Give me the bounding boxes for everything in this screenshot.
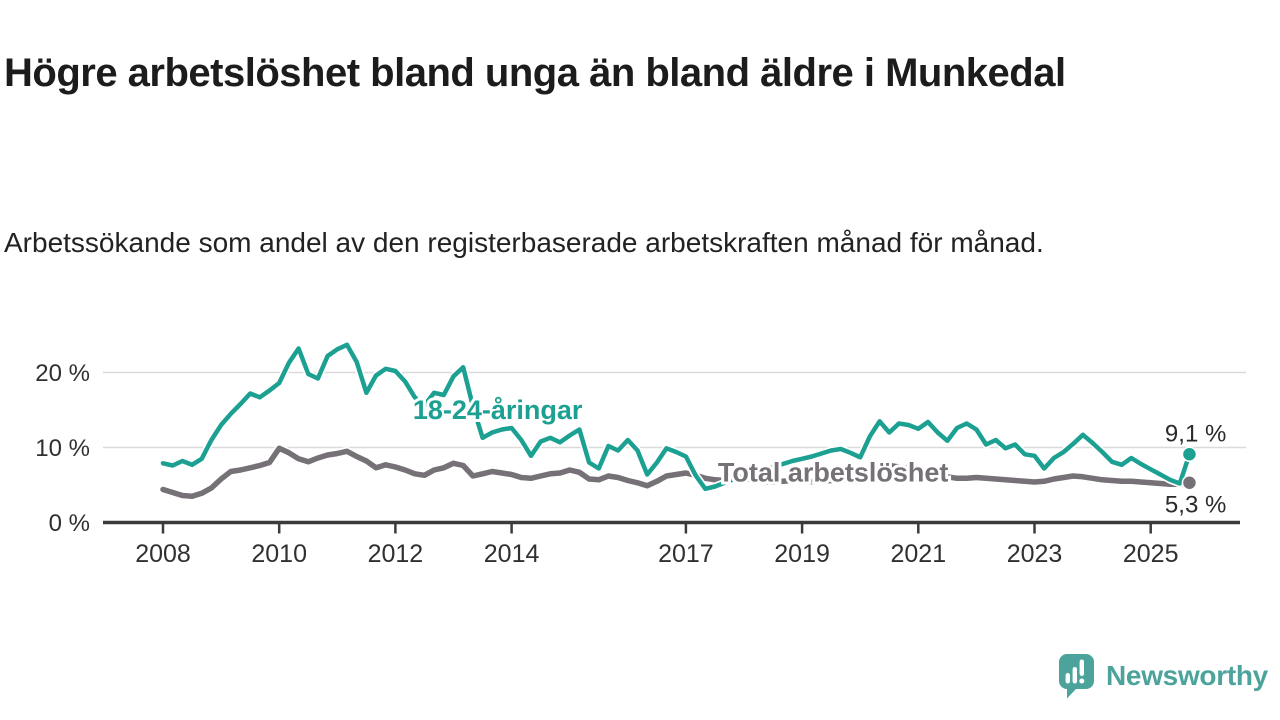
newsworthy-logo-icon [1059, 654, 1094, 699]
page-title: Högre arbetslöshet bland unga än bland ä… [4, 50, 1066, 95]
y-tick-label-10: 10 % [35, 435, 90, 462]
x-tick-label-2008: 2008 [135, 540, 191, 568]
x-tick-label-2025: 2025 [1123, 540, 1179, 568]
x-tick-label-2021: 2021 [890, 540, 946, 568]
unga-18-24-line [160, 342, 1192, 492]
total-arbetsloshet-line [160, 445, 1193, 500]
x-tick-label-2017: 2017 [658, 540, 714, 568]
y-tick-label-20: 20 % [35, 360, 90, 387]
x-tick-label-2010: 2010 [251, 540, 307, 568]
newsworthy-logo-text: Newsworthy [1106, 659, 1268, 691]
newsworthy-logo: Newsworthy [1056, 652, 1268, 699]
x-tick-label-2014: 2014 [484, 540, 540, 568]
unga-18-24-label: 18-24-åringar [413, 395, 583, 425]
unga-18-24-line-halo [159, 340, 1194, 493]
x-tick-label-2023: 2023 [1007, 540, 1063, 568]
total-arbetsloshet-end-value-label: 5,3 % [1165, 491, 1226, 518]
unga-18-24-end-value-label: 9,1 % [1165, 420, 1226, 447]
total-arbetsloshet-label: Total arbetslöshet [718, 457, 949, 487]
total-arbetsloshet-end-dot [1181, 475, 1198, 491]
unga-18-24-end-dot [1181, 446, 1198, 462]
y-tick-label-0: 0 % [49, 510, 90, 537]
page-subtitle: Arbetssökande som andel av den registerb… [4, 227, 1044, 258]
x-tick-label-2012: 2012 [368, 540, 424, 568]
unemployment-line-chart: 0 % 10 % 20 % 2008 2010 2012 2014 2017 2019 2021 2… [35, 340, 1246, 568]
x-tick-label-2019: 2019 [774, 540, 830, 568]
